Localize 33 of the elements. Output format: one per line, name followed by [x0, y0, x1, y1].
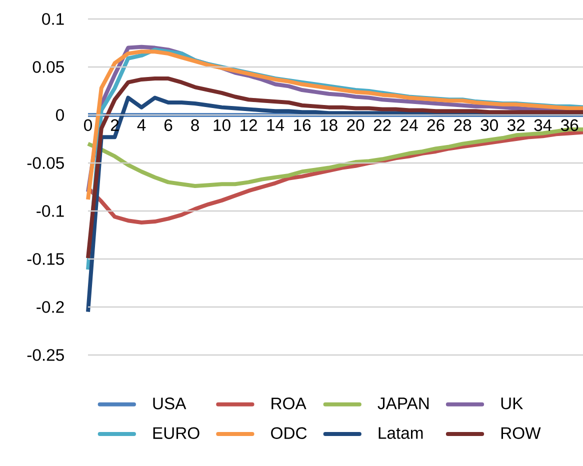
legend-label: UK: [501, 398, 524, 410]
legend-label: ODC: [271, 427, 307, 439]
legend-label: Latam: [378, 427, 423, 439]
y-tick-label: 0: [56, 109, 64, 121]
x-tick-label: 32: [507, 119, 525, 132]
legend-label: USA: [153, 398, 186, 410]
y-tick-label: 0.05: [32, 61, 64, 73]
x-tick-label: 34: [534, 119, 552, 132]
x-tick-label: 14: [267, 119, 284, 131]
x-tick-label: 6: [164, 119, 172, 132]
x-tick-label: 26: [427, 119, 444, 132]
x-tick-label: 24: [400, 119, 418, 131]
y-tick-label: -0.1: [36, 205, 64, 217]
y-tick-label: 0.1: [42, 13, 64, 25]
x-tick-label: 30: [480, 119, 498, 132]
legend-label: ROA: [272, 398, 306, 410]
x-tick-label: 20: [347, 119, 364, 132]
y-tick-label: -0.2: [36, 301, 64, 313]
x-tick-label: 22: [374, 119, 391, 131]
x-tick-label: 28: [454, 119, 472, 132]
legend-label: EURO: [153, 427, 200, 439]
y-tick-label: -0.15: [27, 253, 64, 265]
y-tick-label: -0.25: [27, 349, 64, 361]
x-tick-label: 4: [137, 119, 146, 131]
x-tick-label: 12: [240, 119, 257, 131]
x-tick-label: 16: [294, 119, 311, 132]
x-tick-label: 8: [191, 119, 199, 132]
legend-label: JAPAN: [378, 398, 429, 410]
legend-label: ROW: [501, 427, 541, 439]
y-tick-label: -0.05: [27, 157, 64, 169]
x-tick-label: 10: [214, 119, 230, 132]
x-tick-label: 18: [320, 119, 338, 132]
x-tick-label: 0: [84, 119, 92, 132]
